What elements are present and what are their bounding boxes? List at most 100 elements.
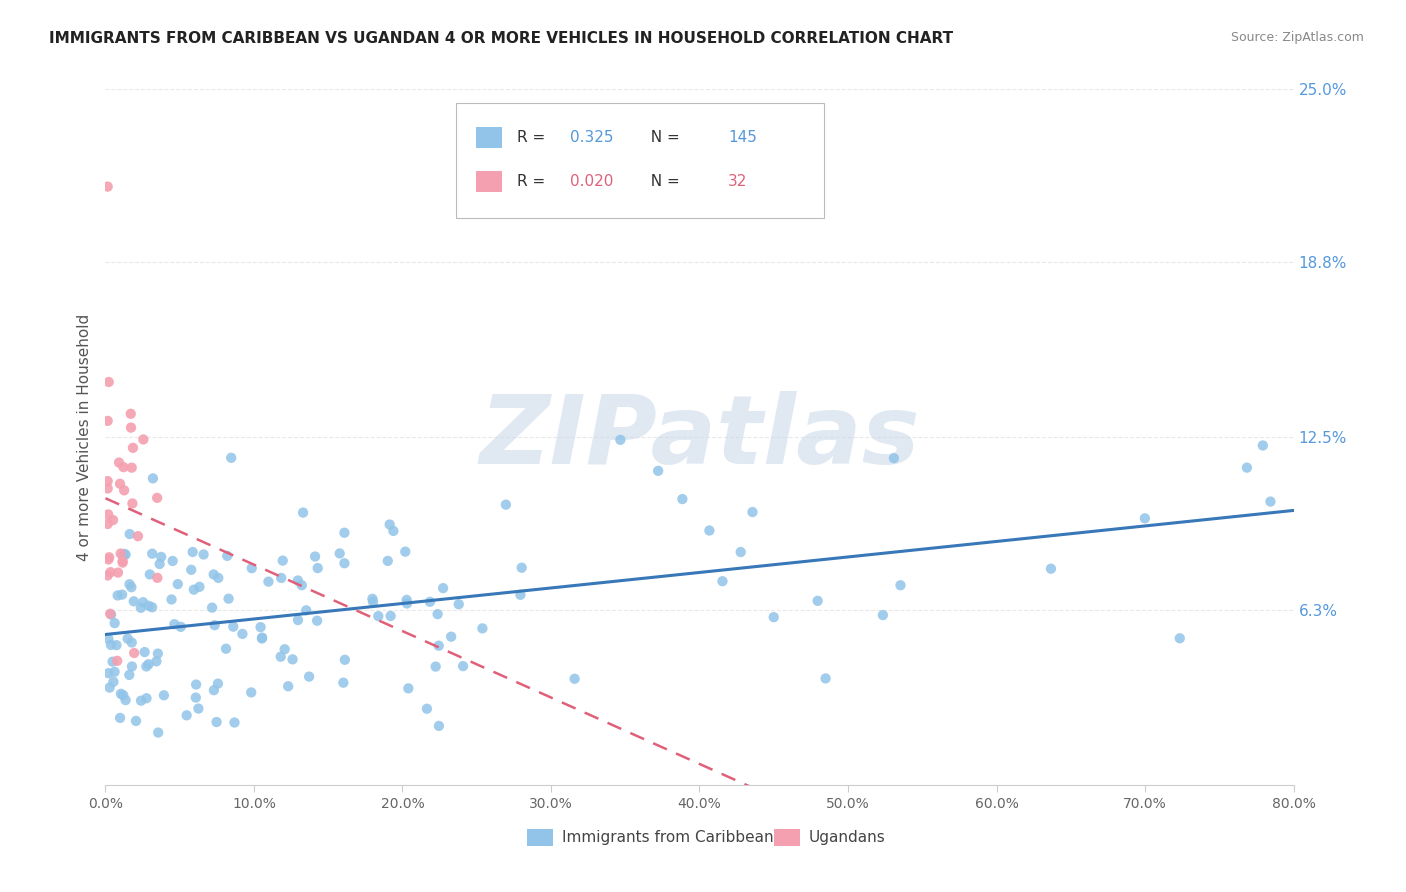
- Point: [291, 578, 314, 592]
- Point: [647, 464, 669, 478]
- Point: [132, 595, 155, 609]
- Point: [207, 676, 229, 690]
- Point: [332, 675, 354, 690]
- Point: [440, 630, 463, 644]
- Text: Source: ZipAtlas.com: Source: ZipAtlas.com: [1230, 31, 1364, 45]
- Point: [250, 631, 273, 645]
- Point: [181, 545, 204, 559]
- FancyBboxPatch shape: [775, 830, 800, 847]
- Point: [145, 654, 167, 668]
- Point: [132, 433, 155, 447]
- Point: [146, 491, 169, 505]
- Point: [883, 451, 905, 466]
- Point: [112, 688, 135, 702]
- Point: [153, 688, 176, 702]
- Text: 0.020: 0.020: [569, 174, 613, 189]
- Point: [98, 550, 121, 565]
- Point: [118, 668, 141, 682]
- Point: [121, 496, 143, 510]
- Point: [447, 597, 470, 611]
- Point: [97, 552, 120, 566]
- Point: [97, 568, 120, 582]
- Point: [149, 557, 172, 571]
- Point: [111, 554, 134, 568]
- Point: [141, 547, 163, 561]
- Point: [250, 632, 273, 646]
- Point: [378, 517, 401, 532]
- Point: [163, 617, 186, 632]
- Point: [166, 577, 188, 591]
- Point: [762, 610, 785, 624]
- Point: [104, 616, 127, 631]
- Point: [180, 563, 202, 577]
- Point: [427, 639, 450, 653]
- Text: Ugandans: Ugandans: [808, 830, 886, 845]
- Point: [730, 545, 752, 559]
- Point: [1260, 494, 1282, 508]
- Point: [425, 659, 447, 673]
- Point: [97, 508, 120, 522]
- Point: [127, 529, 149, 543]
- Point: [304, 549, 326, 564]
- Point: [183, 582, 205, 597]
- Point: [148, 725, 170, 739]
- Point: [121, 635, 143, 649]
- Point: [97, 632, 120, 646]
- Point: [471, 621, 494, 635]
- Point: [240, 685, 263, 699]
- Point: [307, 561, 329, 575]
- Point: [394, 544, 416, 558]
- Point: [432, 581, 454, 595]
- Point: [333, 525, 356, 540]
- Point: [307, 614, 329, 628]
- Text: 32: 32: [728, 174, 748, 189]
- Point: [100, 607, 122, 622]
- Text: R =: R =: [516, 130, 550, 145]
- Point: [97, 474, 120, 488]
- Point: [146, 571, 169, 585]
- Point: [141, 600, 163, 615]
- Point: [741, 505, 763, 519]
- Point: [108, 456, 131, 470]
- Point: [97, 375, 120, 389]
- Point: [699, 524, 721, 538]
- Point: [98, 681, 121, 695]
- Point: [114, 548, 136, 562]
- Point: [108, 476, 131, 491]
- Point: [138, 599, 160, 613]
- Point: [135, 659, 157, 673]
- Point: [451, 659, 474, 673]
- Point: [609, 433, 631, 447]
- Text: N =: N =: [641, 174, 685, 189]
- Point: [120, 420, 142, 434]
- Point: [103, 674, 125, 689]
- Point: [184, 690, 207, 705]
- Point: [509, 588, 531, 602]
- Point: [295, 603, 318, 617]
- Point: [270, 649, 292, 664]
- Point: [419, 595, 441, 609]
- Point: [117, 632, 139, 646]
- Text: N =: N =: [641, 130, 685, 145]
- Point: [292, 506, 315, 520]
- Point: [176, 708, 198, 723]
- Point: [711, 574, 734, 589]
- Point: [101, 513, 124, 527]
- Point: [122, 646, 145, 660]
- Point: [298, 670, 321, 684]
- FancyBboxPatch shape: [456, 103, 824, 218]
- Point: [281, 652, 304, 666]
- Point: [202, 567, 225, 582]
- Point: [187, 701, 209, 715]
- Point: [367, 609, 389, 624]
- Point: [1236, 460, 1258, 475]
- Point: [495, 498, 517, 512]
- Point: [872, 608, 894, 623]
- Point: [202, 683, 225, 698]
- Point: [162, 554, 184, 568]
- Point: [1133, 511, 1156, 525]
- Point: [564, 672, 586, 686]
- Point: [97, 414, 120, 428]
- Point: [120, 580, 142, 594]
- Point: [889, 578, 911, 592]
